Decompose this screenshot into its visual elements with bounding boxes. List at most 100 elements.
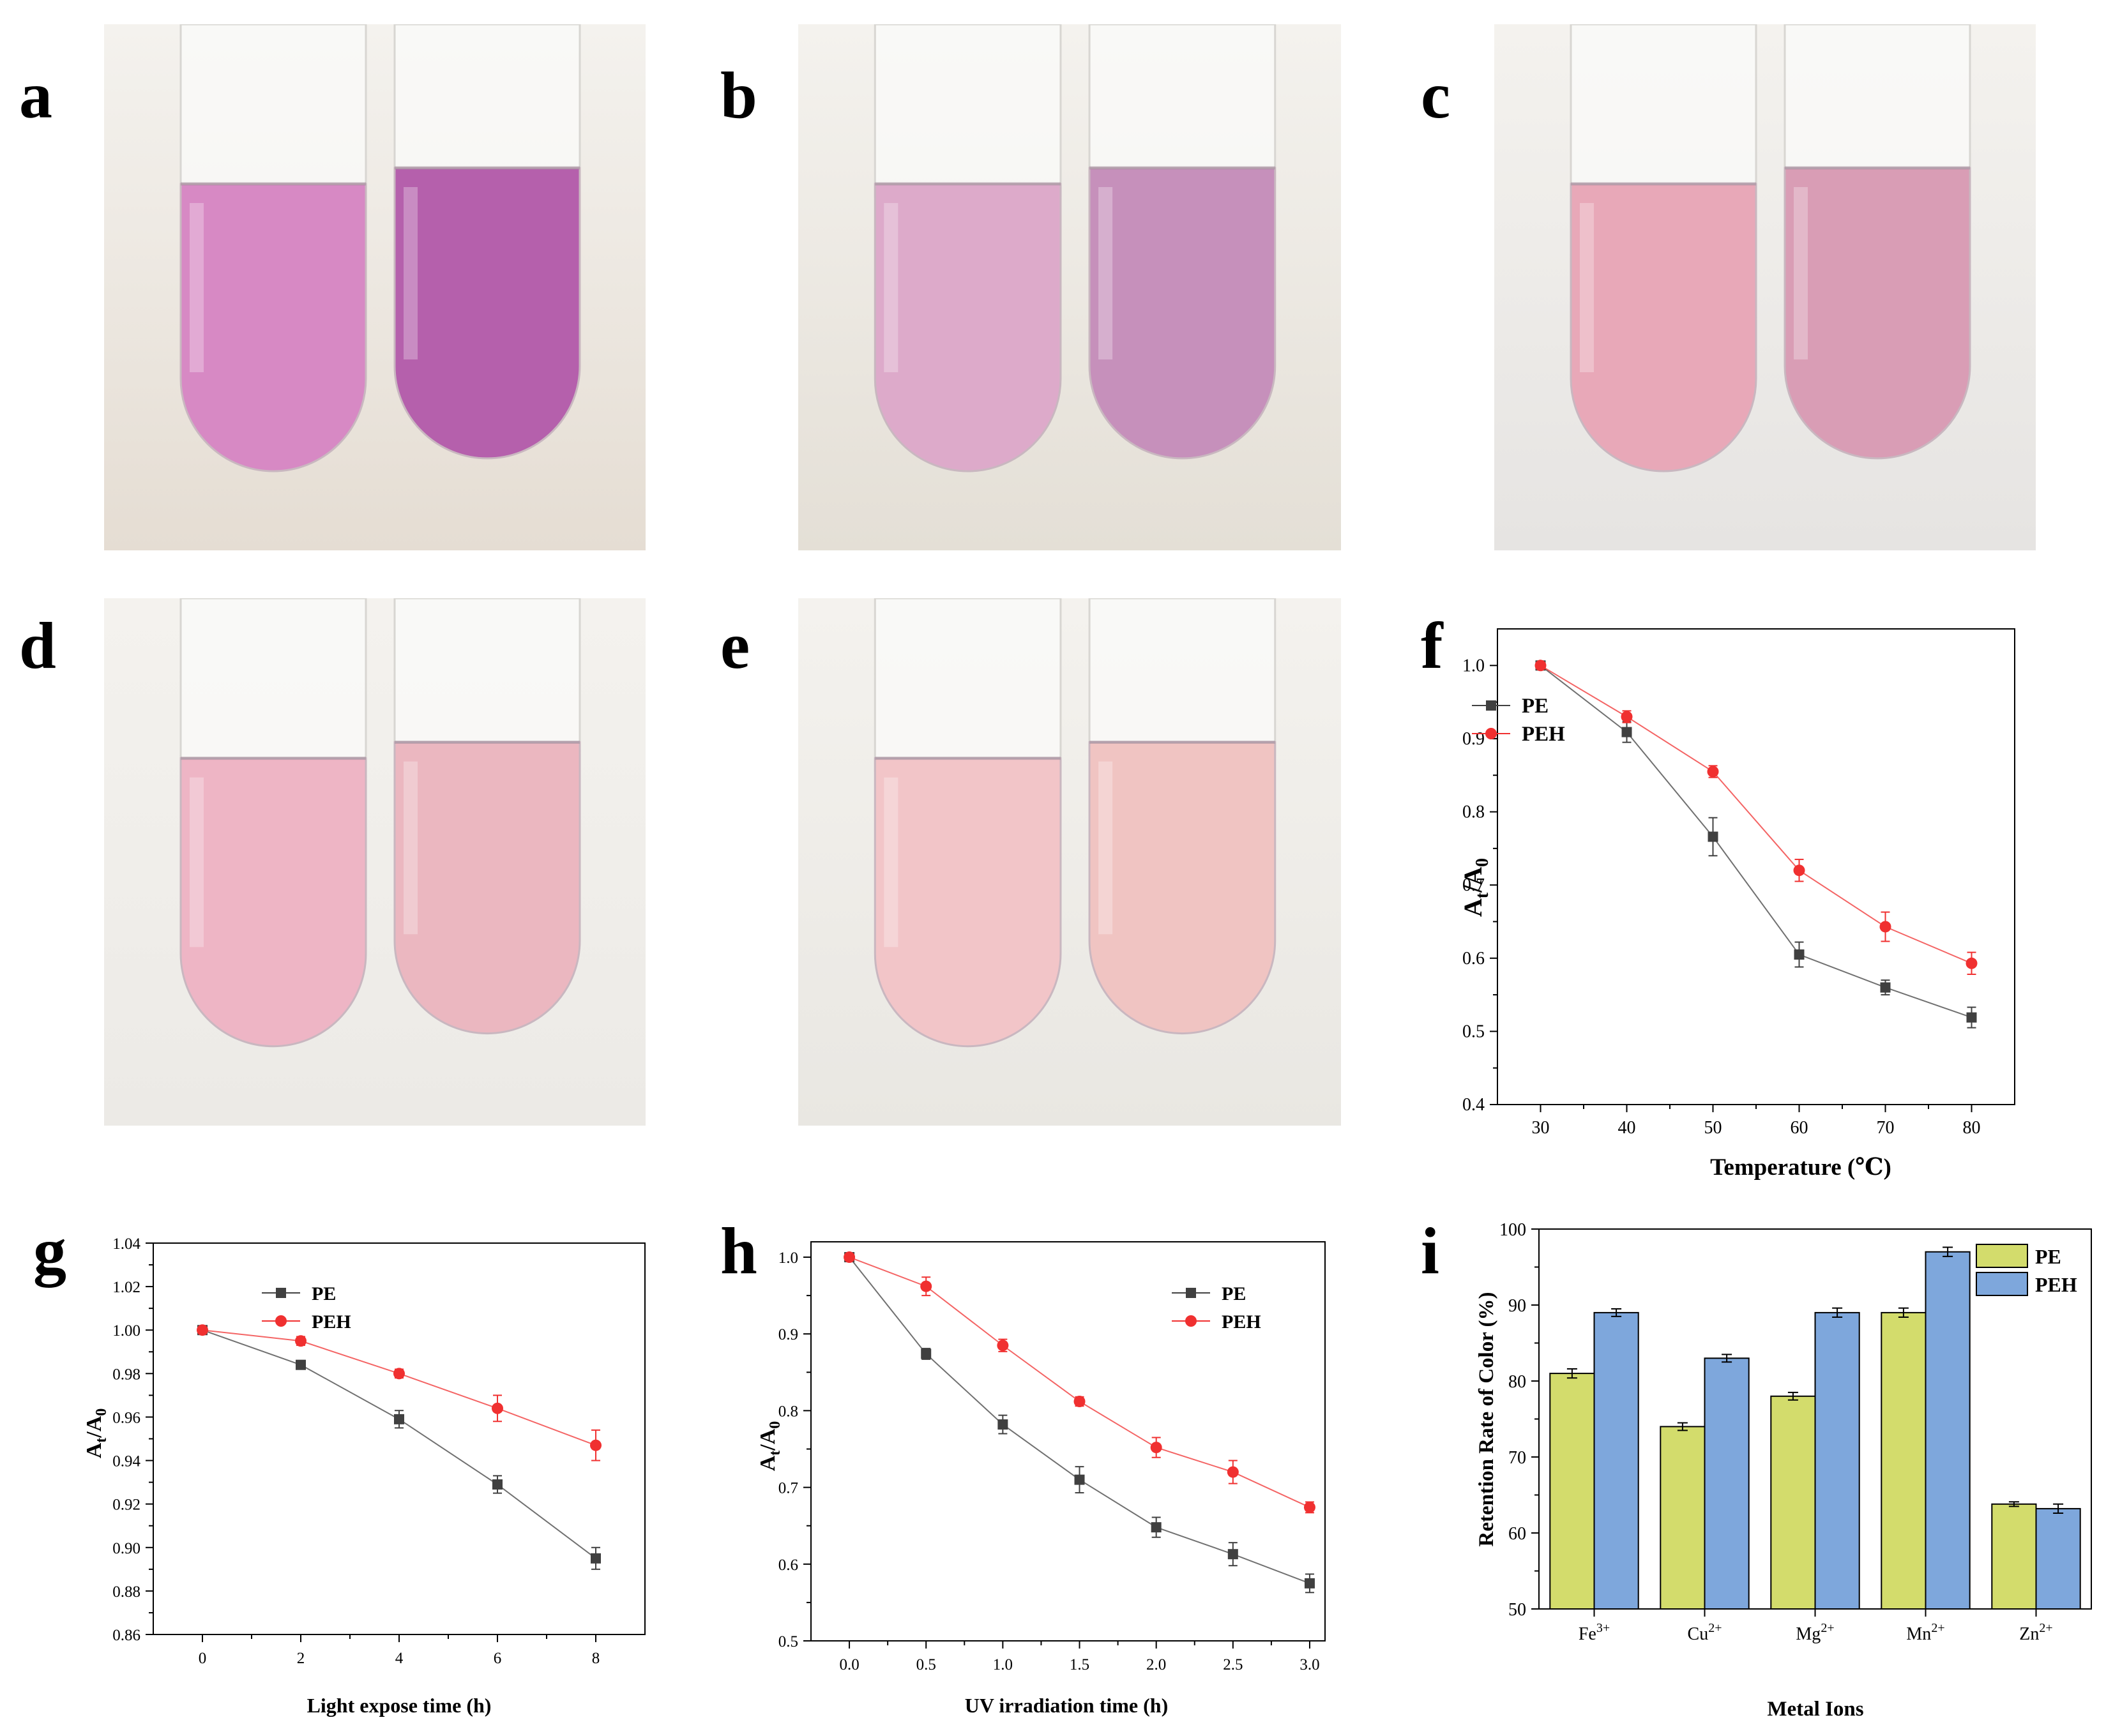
x-tick-label: 2.5 [1223,1656,1243,1673]
x-tick-label: 2 [297,1650,305,1667]
y-tick-label: 1.02 [112,1279,140,1296]
series-pe-point [1880,982,1891,993]
tube-left-glass [1570,24,1757,198]
tube-left-highlight [190,777,204,947]
series-pe-point [1794,949,1805,960]
y-tick-label: 0.98 [112,1366,140,1383]
panel-label-h: h [720,1214,757,1288]
x-tick-label: 70 [1877,1118,1895,1138]
bar-pe [1881,1311,1927,1610]
series-peh-line [1540,665,1972,964]
series-pe-point [591,1553,601,1564]
panel-label-b: b [720,59,757,132]
y-tick-label: 0.9 [778,1326,798,1343]
chart-f-ylabel: At/A0 [1458,858,1492,917]
chart-g: At/A0 Light expose time (h) 0 2 4 6 8 0.86 0.8… [82,1235,646,1717]
y-tick-label: 60 [1508,1524,1526,1544]
x-tick-label: Zn2+ [2019,1621,2052,1644]
y-tick-label: 0.7 [1462,875,1485,895]
chart-g-xlabel: Light expose time (h) [307,1694,492,1717]
y-tick-label: 80 [1508,1372,1526,1392]
bar-pe [1770,1395,1816,1610]
tube-left-glass [179,598,367,773]
legend-label: PE [1522,695,1549,718]
chart-f: At/A0 Temperature (℃) 30 40 50 60 70 80 0.4 0.5… [1458,628,2015,1181]
tube-left-glass [874,24,1062,198]
plot-frame [153,1242,646,1635]
photo-c [1494,24,2036,550]
series-peh-point [1534,660,1547,672]
legend-label: PEH [1522,723,1565,746]
y-tick-label: 0.92 [112,1497,140,1514]
panel-label-d: d [19,609,56,683]
x-tick-label: Mn2+ [1906,1621,1944,1644]
y-tick-label: 0.88 [112,1583,140,1601]
tube-right-liquid [393,167,581,460]
series-pe-point [296,1359,306,1370]
bar-pe [1660,1426,1706,1610]
photo-b [798,24,1341,550]
bar-pe [1549,1373,1595,1610]
bar-pe [1991,1503,2037,1610]
y-tick-label: 1.0 [1462,656,1485,676]
y-tick-label: 0.5 [1462,1022,1485,1041]
tube-left-highlight [884,203,898,372]
series-peh-point [844,1251,856,1264]
chart-g-ylabel: At/A0 [82,1408,110,1459]
y-tick-label: 50 [1508,1600,1526,1620]
x-tick-label: 2.0 [1146,1656,1166,1673]
series-pe-point [1304,1578,1315,1589]
tube-right-glass [1784,24,1971,182]
tube-left-highlight [1580,203,1594,372]
tube-left-highlight [190,203,204,372]
tube-right-glass [393,598,581,757]
x-tick-label: Cu2+ [1688,1621,1722,1644]
y-tick-label: 0.8 [1462,803,1485,822]
series-pe-line [202,1329,596,1559]
series-peh-point [1227,1466,1239,1478]
series-pe-point [1074,1474,1085,1485]
legend-label: PE [312,1283,336,1304]
bar-peh [1704,1357,1750,1610]
series-peh-point [295,1335,307,1347]
x-tick-label: 60 [1791,1118,1808,1138]
y-tick-label: 1.00 [112,1322,140,1340]
x-tick-label: 8 [592,1650,600,1667]
series-peh-point [492,1402,503,1414]
y-tick-label: 0.5 [778,1633,798,1650]
legend-marker [275,1315,287,1327]
chart-h: At/A0 UV irradiation time (h) 0.0 0.5 1.0 1… [757,1241,1326,1717]
panel-label-e: e [720,609,750,683]
series-peh-point [197,1324,208,1336]
series-peh-point [1073,1396,1086,1407]
series-pe-line [1540,665,1972,1018]
x-tick-label: 3.0 [1299,1656,1319,1673]
y-tick-label: 0.94 [112,1453,140,1470]
tube-left-glass [179,24,367,198]
chart-i-xlabel: Metal Ions [1767,1698,1863,1721]
x-tick-label: 30 [1532,1118,1550,1138]
series-peh-point [997,1340,1009,1352]
series-peh-point [393,1368,405,1380]
legend-marker [1186,1288,1196,1298]
series-peh-point [1303,1501,1315,1513]
y-tick-label: 0.7 [778,1480,798,1497]
series-peh-point [1150,1442,1162,1454]
series-pe-line [849,1257,1310,1584]
tube-right-liquid [393,741,581,1035]
x-tick-label: 6 [494,1650,502,1667]
y-tick-label: 0.8 [778,1403,798,1420]
legend-marker [276,1288,286,1298]
series-pe-point [997,1419,1008,1430]
tube-left-liquid [179,183,367,472]
tube-left-highlight [884,777,898,947]
x-tick-label: 1.5 [1070,1656,1089,1673]
legend-label: PEH [2035,1273,2077,1296]
tube-right-glass [1088,24,1276,182]
tube-left-liquid [1570,183,1757,472]
x-tick-label: 0.5 [916,1656,936,1673]
series-peh-point [1621,711,1633,723]
x-tick-label: 50 [1704,1118,1722,1138]
series-peh-point [1707,766,1719,778]
x-tick-label: 0 [199,1650,207,1667]
